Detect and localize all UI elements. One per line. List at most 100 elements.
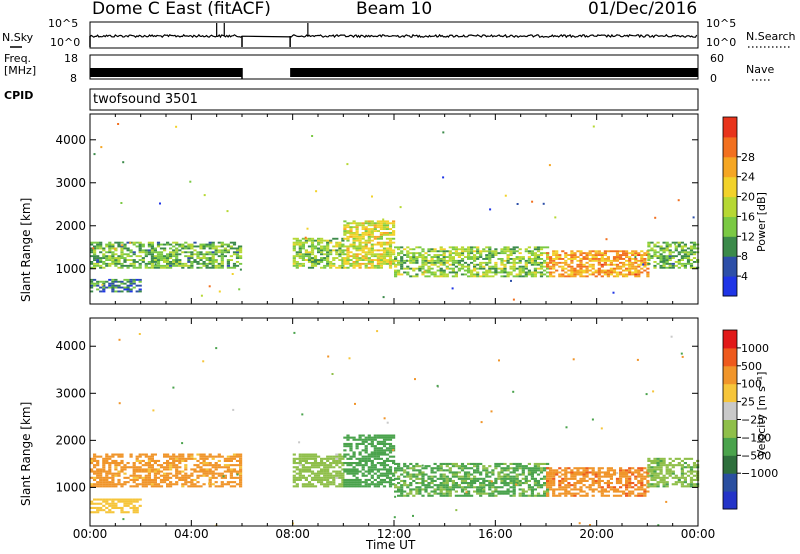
power-echo-cell — [436, 258, 440, 260]
power-echo-cell — [138, 288, 142, 291]
velocity-echo-cell — [114, 459, 118, 462]
power-echo-cell — [120, 255, 124, 258]
velocity-echo-cell — [187, 476, 191, 479]
velocity-echo-cell — [628, 494, 632, 497]
velocity-colorbar-cell — [723, 365, 737, 385]
power-echo-cell — [561, 269, 565, 272]
velocity-echo-cell — [392, 447, 396, 450]
velocity-echo-cell — [640, 467, 644, 470]
velocity-echo-cell — [355, 438, 359, 441]
velocity-echo-cell — [211, 466, 215, 469]
power-echo-cell — [570, 258, 574, 260]
velocity-echo-cell — [214, 466, 218, 469]
power-echo-cell — [370, 259, 374, 261]
power-echo-cell — [503, 271, 507, 274]
velocity-echo-cell — [683, 481, 687, 484]
velocity-echo-cell — [172, 457, 176, 460]
power-echo-cell — [367, 259, 371, 261]
velocity-echo-cell — [298, 478, 302, 481]
power-echo-cell — [199, 266, 203, 269]
velocity-echo-cell — [619, 486, 623, 489]
velocity-echo-cell — [326, 459, 330, 462]
velocity-echo-cell — [332, 483, 336, 486]
velocity-echo-cell — [622, 471, 626, 474]
velocity-echo-cell — [388, 470, 393, 473]
velocity-echo-cell — [555, 473, 559, 476]
power-echo-cell — [159, 255, 164, 258]
power-echo-cell — [172, 249, 176, 252]
power-echo-cell — [622, 263, 626, 266]
power-echo-cell — [352, 232, 356, 234]
power-echo-cell — [349, 228, 353, 230]
velocity-echo-cell — [448, 490, 452, 493]
power-echo-cell — [169, 264, 173, 267]
power-echo-cell — [603, 252, 607, 255]
velocity-echo-cell — [169, 464, 173, 467]
power-echo-cell — [392, 253, 396, 256]
power-echo-cell — [448, 246, 452, 249]
nsky-label: N.Sky — [2, 31, 34, 44]
velocity-echo-cell — [397, 467, 401, 470]
velocity-echo-cell — [129, 478, 133, 481]
velocity-echo-cell — [622, 484, 626, 487]
power-echo-cell — [317, 262, 321, 265]
velocity-echo-cell — [226, 468, 230, 471]
velocity-echo-cell — [543, 475, 547, 478]
velocity-echo-cell — [448, 479, 452, 482]
power-echo-cell — [479, 263, 483, 266]
power-echo-cell — [364, 247, 368, 250]
power-echo-cell — [320, 249, 324, 252]
power-echo-cell — [558, 256, 562, 258]
velocity-echo-cell — [317, 474, 321, 477]
velocity-echo-cell — [307, 457, 312, 460]
velocity-echo-cell — [394, 477, 398, 480]
power-echo-cell — [392, 261, 396, 263]
power-echo-cell — [96, 245, 100, 248]
velocity-echo-cell — [445, 494, 449, 497]
velocity-echo-cell — [138, 455, 142, 458]
power-echo-cell — [370, 249, 374, 252]
velocity-scatter-point — [498, 359, 500, 362]
power-echo-cell — [310, 257, 315, 259]
velocity-echo-cell — [677, 476, 681, 479]
power-echo-cell — [509, 273, 513, 276]
power-echo-cell — [619, 258, 623, 260]
velocity-echo-cell — [301, 483, 305, 486]
velocity-echo-cell — [346, 436, 350, 439]
power-echo-cell — [184, 247, 188, 250]
power-echo-cell — [497, 267, 501, 270]
velocity-echo-cell — [576, 482, 580, 485]
power-echo-cell — [367, 232, 371, 234]
velocity-ytick-label: 2000 — [55, 433, 86, 447]
velocity-echo-cell — [123, 500, 127, 503]
velocity-echo-cell — [442, 482, 446, 485]
velocity-echo-cell — [129, 498, 133, 501]
power-echo-cell — [634, 269, 638, 272]
power-echo-cell — [415, 246, 419, 249]
velocity-echo-cell — [628, 490, 632, 493]
power-echo-cell — [671, 266, 675, 269]
velocity-scatter-point — [412, 514, 414, 517]
velocity-echo-cell — [159, 481, 164, 484]
power-echo-cell — [190, 253, 194, 256]
power-echo-cell — [680, 262, 684, 265]
velocity-echo-cell — [509, 490, 513, 493]
velocity-echo-cell — [579, 467, 583, 470]
power-echo-cell — [150, 259, 154, 261]
power-echo-cell — [451, 267, 455, 270]
power-echo-cell — [671, 255, 675, 258]
power-echo-cell — [503, 267, 507, 270]
power-scatter-point — [154, 263, 157, 266]
power-echo-cell — [111, 278, 115, 281]
power-echo-cell — [539, 252, 544, 255]
power-echo-cell — [631, 250, 635, 253]
velocity-echo-cell — [135, 476, 139, 479]
velocity-echo-cell — [494, 494, 498, 497]
power-echo-cell — [343, 224, 347, 227]
power-echo-cell — [135, 290, 139, 293]
velocity-echo-cell — [606, 475, 610, 478]
power-echo-cell — [692, 245, 697, 248]
velocity-echo-cell — [320, 468, 324, 471]
power-echo-cell — [631, 265, 635, 268]
power-echo-cell — [382, 257, 387, 259]
